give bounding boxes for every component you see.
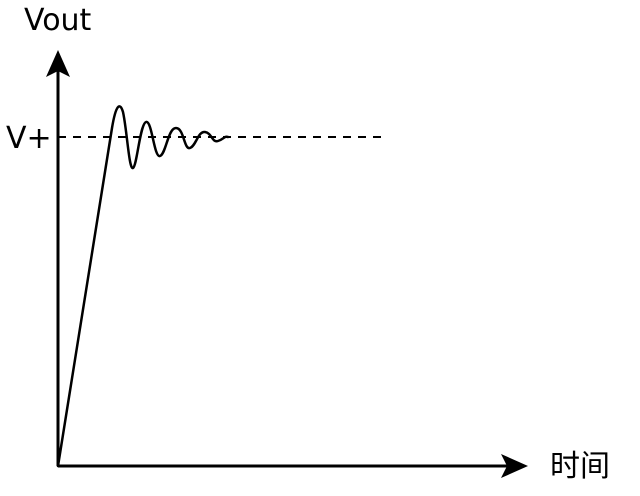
v-plus-label: V+ [6,124,52,154]
output-response-curve [58,106,228,466]
y-axis-label: Vout [24,6,91,36]
x-axis-label: 时间 [550,452,610,482]
